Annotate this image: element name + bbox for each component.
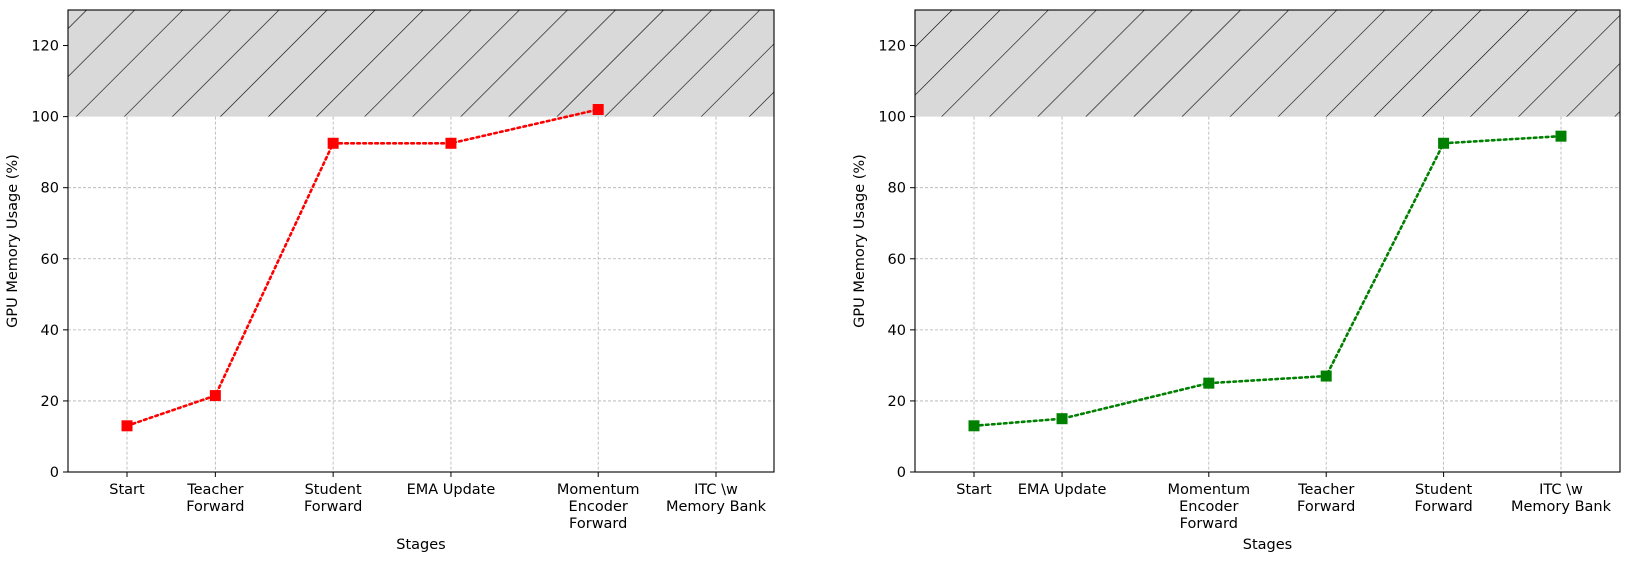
x-tick-label-line: Teacher bbox=[1297, 482, 1354, 498]
data-point-marker bbox=[1203, 377, 1215, 389]
y-tick-label: 100 bbox=[31, 110, 59, 126]
x-tick-label: Momentum Encoder Forward bbox=[557, 482, 640, 532]
data-point-marker bbox=[209, 390, 221, 402]
series-line bbox=[125, 108, 600, 428]
x-tick-label-line: EMA Update bbox=[407, 482, 496, 498]
x-tick-label-line: Forward bbox=[569, 516, 627, 532]
x-tick-label-line: Forward bbox=[304, 499, 362, 515]
data-point-marker bbox=[327, 137, 339, 149]
data-point-marker bbox=[121, 420, 133, 432]
y-tick-label: 100 bbox=[878, 110, 906, 126]
data-point-marker bbox=[592, 104, 604, 116]
x-tick-label: Momentum Encoder Forward bbox=[1167, 482, 1250, 532]
series-line bbox=[972, 134, 1563, 428]
x-tick-label-line: ITC \w bbox=[694, 482, 738, 498]
axes-frame bbox=[67, 9, 775, 473]
x-tick-label-line: Student bbox=[1415, 482, 1472, 498]
y-axis-label: GPU Memory Usage (%) bbox=[852, 154, 868, 328]
x-tick-label-line: Momentum bbox=[557, 482, 640, 498]
shaded-region-hatch bbox=[915, 10, 1620, 117]
x-tick-label-line: Memory Bank bbox=[666, 499, 767, 515]
data-point-marker bbox=[1320, 370, 1332, 382]
x-tick-label: EMA Update bbox=[1018, 482, 1107, 498]
x-tick-label: Student Forward bbox=[1414, 482, 1472, 515]
data-point-marker bbox=[1056, 413, 1068, 425]
data-point-marker bbox=[445, 137, 457, 149]
y-tick-label: 60 bbox=[888, 252, 906, 268]
right-chart-panel: 0 20 40 60 80 100 120 Start EMA Update Momentum En… bbox=[852, 9, 1621, 553]
x-tick-label-line: Teacher bbox=[186, 482, 243, 498]
x-tick-label: ITC \w Memory Bank bbox=[666, 482, 767, 515]
y-axis-label: GPU Memory Usage (%) bbox=[5, 154, 21, 328]
shaded-region-hatch bbox=[68, 10, 774, 117]
x-tick-label: EMA Update bbox=[407, 482, 496, 498]
y-tick-label: 120 bbox=[31, 39, 59, 55]
y-tick-label: 120 bbox=[878, 39, 906, 55]
x-tick-label-line: Momentum bbox=[1167, 482, 1250, 498]
axes-frame bbox=[914, 9, 1621, 473]
x-tick-label-line: Forward bbox=[1180, 516, 1238, 532]
data-point-marker bbox=[968, 420, 980, 432]
x-tick-label-line: Start bbox=[956, 482, 992, 498]
x-tick-label: Start bbox=[956, 482, 992, 498]
x-tick-label-line: Start bbox=[109, 482, 145, 498]
x-tick-label-line: EMA Update bbox=[1018, 482, 1107, 498]
x-tick-label-line: Forward bbox=[186, 499, 244, 515]
x-tick-label-line: ITC \w bbox=[1539, 482, 1583, 498]
x-tick-label: Student Forward bbox=[304, 482, 362, 515]
y-tick-label: 0 bbox=[50, 465, 59, 481]
x-axis-label: Stages bbox=[396, 537, 445, 553]
x-tick-label-line: Student bbox=[305, 482, 362, 498]
x-tick-label: ITC \w Memory Bank bbox=[1511, 482, 1612, 515]
x-tick-label: Teacher Forward bbox=[186, 482, 244, 515]
x-tick-label-line: Encoder bbox=[569, 499, 628, 515]
y-tick-label: 80 bbox=[41, 181, 59, 197]
x-tick-label-line: Memory Bank bbox=[1511, 499, 1612, 515]
y-tick-label: 20 bbox=[888, 394, 906, 410]
y-tick-label: 0 bbox=[897, 465, 906, 481]
y-tick-label: 20 bbox=[41, 394, 59, 410]
x-tick-label-line: Encoder bbox=[1179, 499, 1238, 515]
y-tick-label: 80 bbox=[888, 181, 906, 197]
x-tick-label: Start bbox=[109, 482, 145, 498]
y-tick-label: 40 bbox=[41, 323, 59, 339]
x-tick-label-line: Forward bbox=[1414, 499, 1472, 515]
x-axis-label: Stages bbox=[1243, 537, 1292, 553]
x-tick-label-line: Forward bbox=[1297, 499, 1355, 515]
data-point-marker bbox=[1555, 130, 1567, 142]
y-tick-label: 40 bbox=[888, 323, 906, 339]
data-point-marker bbox=[1438, 137, 1450, 149]
y-tick-label: 60 bbox=[41, 252, 59, 268]
x-tick-label: Teacher Forward bbox=[1297, 482, 1355, 515]
